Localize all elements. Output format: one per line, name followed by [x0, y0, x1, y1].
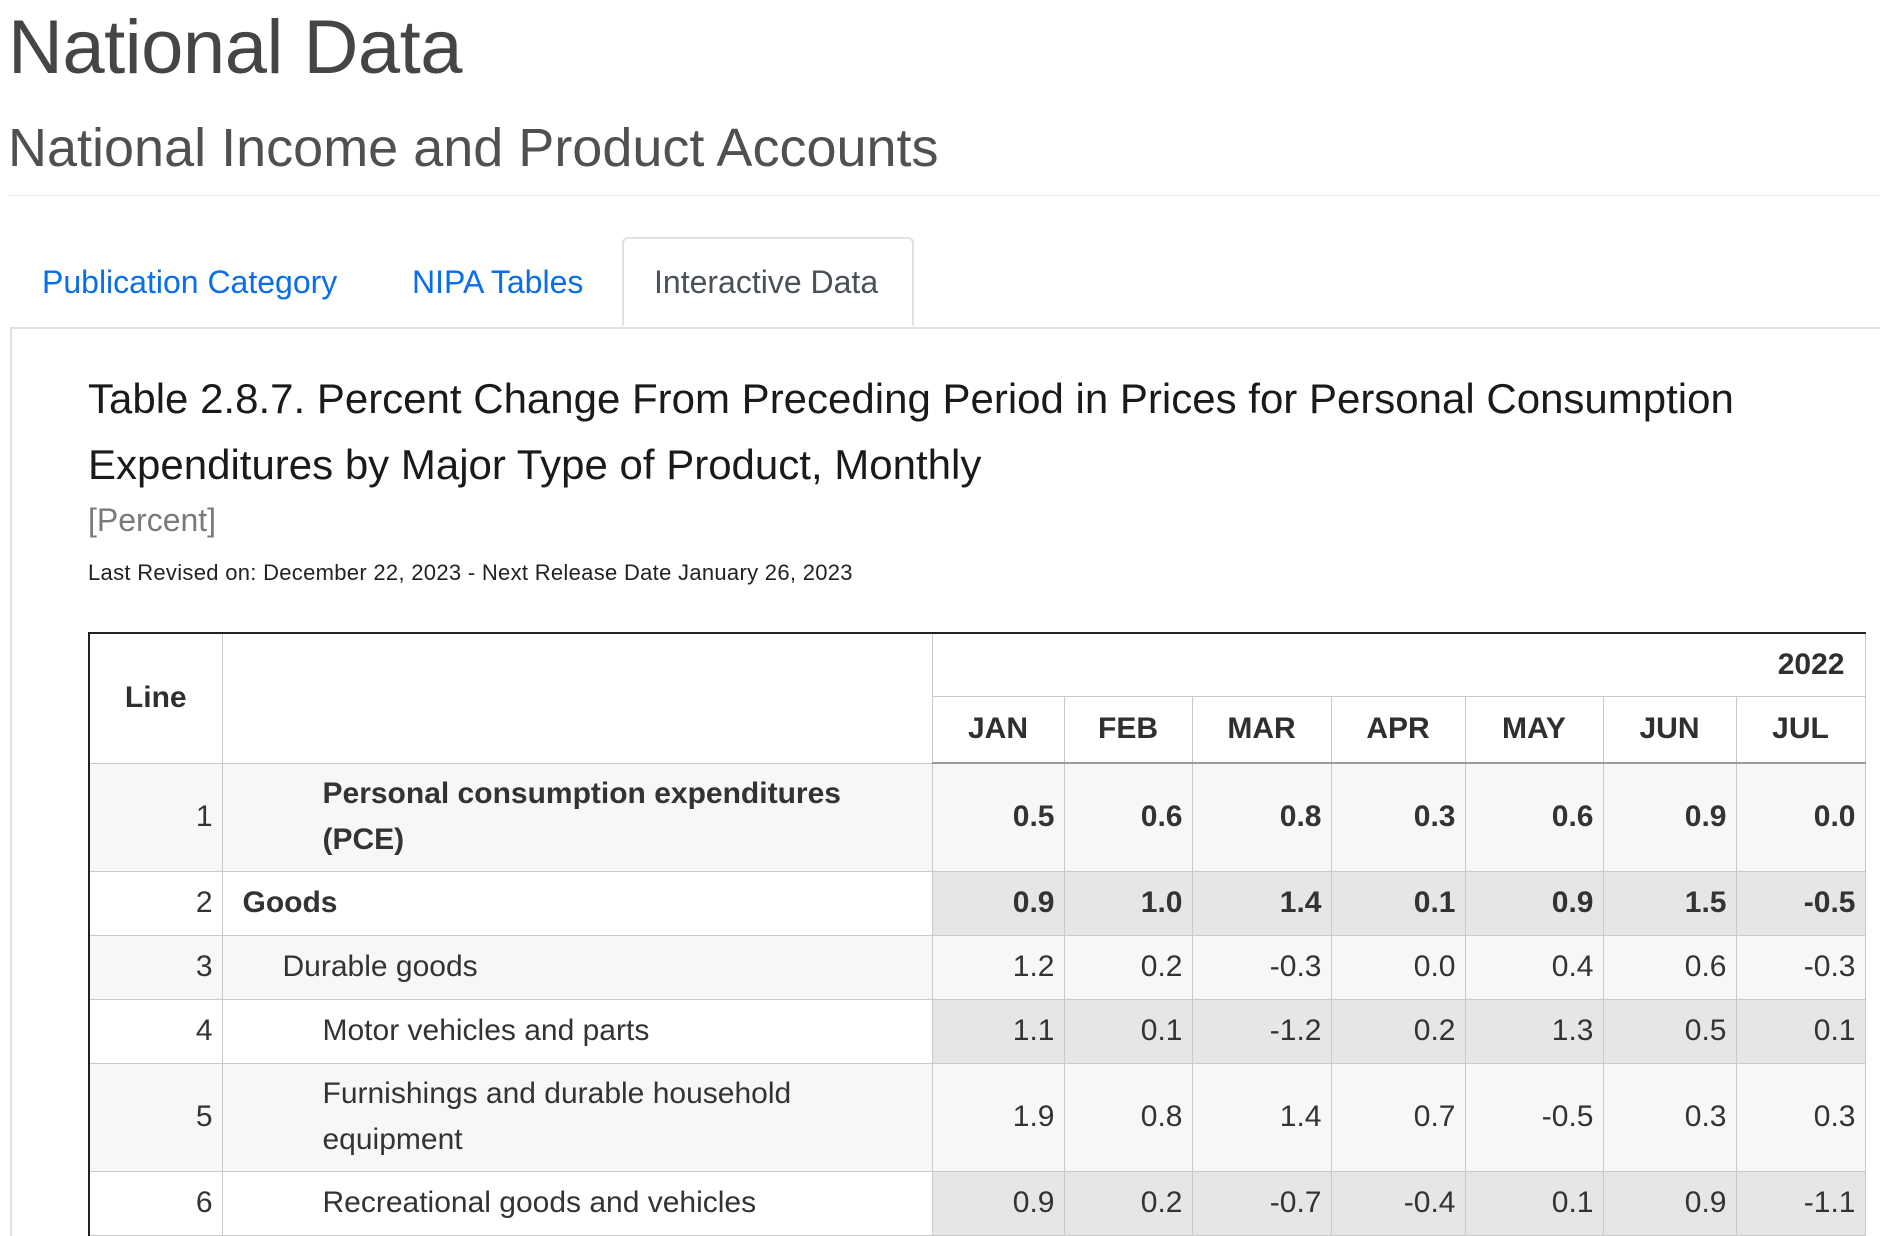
row-label: Goods — [221, 870, 933, 936]
row-label: Durable goods — [221, 934, 933, 1000]
table-row: 2 Goods 0.9 1.0 1.4 0.1 0.9 1.5 -0.5 — [88, 870, 1866, 936]
value-cell: -0.3 — [1191, 934, 1332, 1000]
line-number: 3 — [88, 934, 223, 1000]
table-title: Table 2.8.7. Percent Change From Precedi… — [88, 375, 1734, 488]
value-cell: 0.9 — [1602, 1170, 1737, 1236]
value-cell: 1.4 — [1191, 1062, 1332, 1172]
value-cell: 0.0 — [1330, 934, 1466, 1000]
unit-note: [Percent] — [88, 502, 217, 538]
value-cell: 0.8 — [1191, 762, 1332, 872]
value-cell: 0.1 — [1735, 998, 1866, 1064]
value-cell: 0.8 — [1063, 1062, 1193, 1172]
value-cell: 0.3 — [1735, 1062, 1866, 1172]
table-row: 3 Durable goods 1.2 0.2 -0.3 0.0 0.4 0.6 -0.3 — [88, 934, 1866, 1000]
value-cell: 1.5 — [1602, 870, 1737, 936]
value-cell: 0.1 — [1464, 1170, 1604, 1236]
tab-panel — [10, 327, 1880, 1236]
value-cell: 0.4 — [1464, 934, 1604, 1000]
value-cell: 0.0 — [1735, 762, 1866, 872]
header-divider — [8, 195, 1880, 196]
value-cell: 0.5 — [1602, 998, 1737, 1064]
value-cell: 0.3 — [1330, 762, 1466, 872]
value-cell: 1.9 — [931, 1062, 1065, 1172]
value-cell: 0.1 — [1330, 870, 1466, 936]
value-cell: 0.2 — [1063, 934, 1193, 1000]
value-cell: -0.7 — [1191, 1170, 1332, 1236]
line-header: Line — [88, 632, 223, 764]
table-row: 6 Recreational goods and vehicles 0.9 0.2 -0… — [88, 1170, 1866, 1236]
value-cell: -0.3 — [1735, 934, 1866, 1000]
line-number: 5 — [88, 1062, 223, 1172]
value-cell: 1.3 — [1464, 998, 1604, 1064]
line-number: 2 — [88, 870, 223, 936]
line-number: 6 — [88, 1170, 223, 1236]
value-cell: 0.5 — [931, 762, 1065, 872]
value-cell: -1.2 — [1191, 998, 1332, 1064]
tab-interactive-data[interactable]: Interactive Data — [622, 237, 914, 327]
value-cell: -0.5 — [1464, 1062, 1604, 1172]
value-cell: 0.6 — [1602, 934, 1737, 1000]
table-row: 5 Furnishings and durable household equip… — [88, 1062, 1866, 1172]
revision-info: Last Revised on: December 22, 2023 - Nex… — [88, 560, 853, 585]
value-cell: 0.9 — [1602, 762, 1737, 872]
value-cell: 1.1 — [931, 998, 1065, 1064]
description-header — [221, 632, 933, 764]
row-label: Personal consumption expenditures (PCE) — [221, 762, 933, 872]
value-cell: -0.5 — [1735, 870, 1866, 936]
value-cell: -1.1 — [1735, 1170, 1866, 1236]
value-cell: 0.9 — [931, 870, 1065, 936]
value-cell: 0.2 — [1330, 998, 1466, 1064]
year-header: 2022 — [931, 632, 1866, 697]
tab-bar: Publication Category NIPA Tables Interac… — [10, 237, 1880, 329]
line-number: 4 — [88, 998, 223, 1064]
table-body: 1 Personal consumption expenditures (PCE)… — [88, 762, 1866, 1236]
tab-nipa-tables[interactable]: NIPA Tables — [412, 264, 584, 300]
month-header-mar: MAR — [1191, 695, 1332, 764]
value-cell: 1.2 — [931, 934, 1065, 1000]
month-header-feb: FEB — [1063, 695, 1193, 764]
value-cell: 0.9 — [1464, 870, 1604, 936]
month-header-jun: JUN — [1602, 695, 1737, 764]
row-label: Furnishings and durable household equipm… — [221, 1062, 933, 1172]
value-cell: 0.7 — [1330, 1062, 1466, 1172]
line-number: 1 — [88, 762, 223, 872]
month-header-may: MAY — [1464, 695, 1604, 764]
table-row: 1 Personal consumption expenditures (PCE)… — [88, 762, 1866, 872]
value-cell: 1.4 — [1191, 870, 1332, 936]
month-header-jan: JAN — [931, 695, 1065, 764]
table-row: 4 Motor vehicles and parts 1.1 0.1 -1.2 0.2 1.… — [88, 998, 1866, 1064]
value-cell: 1.0 — [1063, 870, 1193, 936]
row-label: Motor vehicles and parts — [221, 998, 933, 1064]
value-cell: 0.2 — [1063, 1170, 1193, 1236]
site-subtitle: National Income and Product Accounts — [8, 118, 939, 178]
value-cell: 0.6 — [1464, 762, 1604, 872]
value-cell: 0.3 — [1602, 1062, 1737, 1172]
row-label: Recreational goods and vehicles — [221, 1170, 933, 1236]
month-header-apr: APR — [1330, 695, 1466, 764]
site-title: National Data — [8, 5, 463, 90]
value-cell: 0.1 — [1063, 998, 1193, 1064]
value-cell: -0.4 — [1330, 1170, 1466, 1236]
month-header-jul: JUL — [1735, 695, 1866, 764]
value-cell: 0.9 — [931, 1170, 1065, 1236]
value-cell: 0.6 — [1063, 762, 1193, 872]
tab-publication-category[interactable]: Publication Category — [42, 264, 338, 300]
